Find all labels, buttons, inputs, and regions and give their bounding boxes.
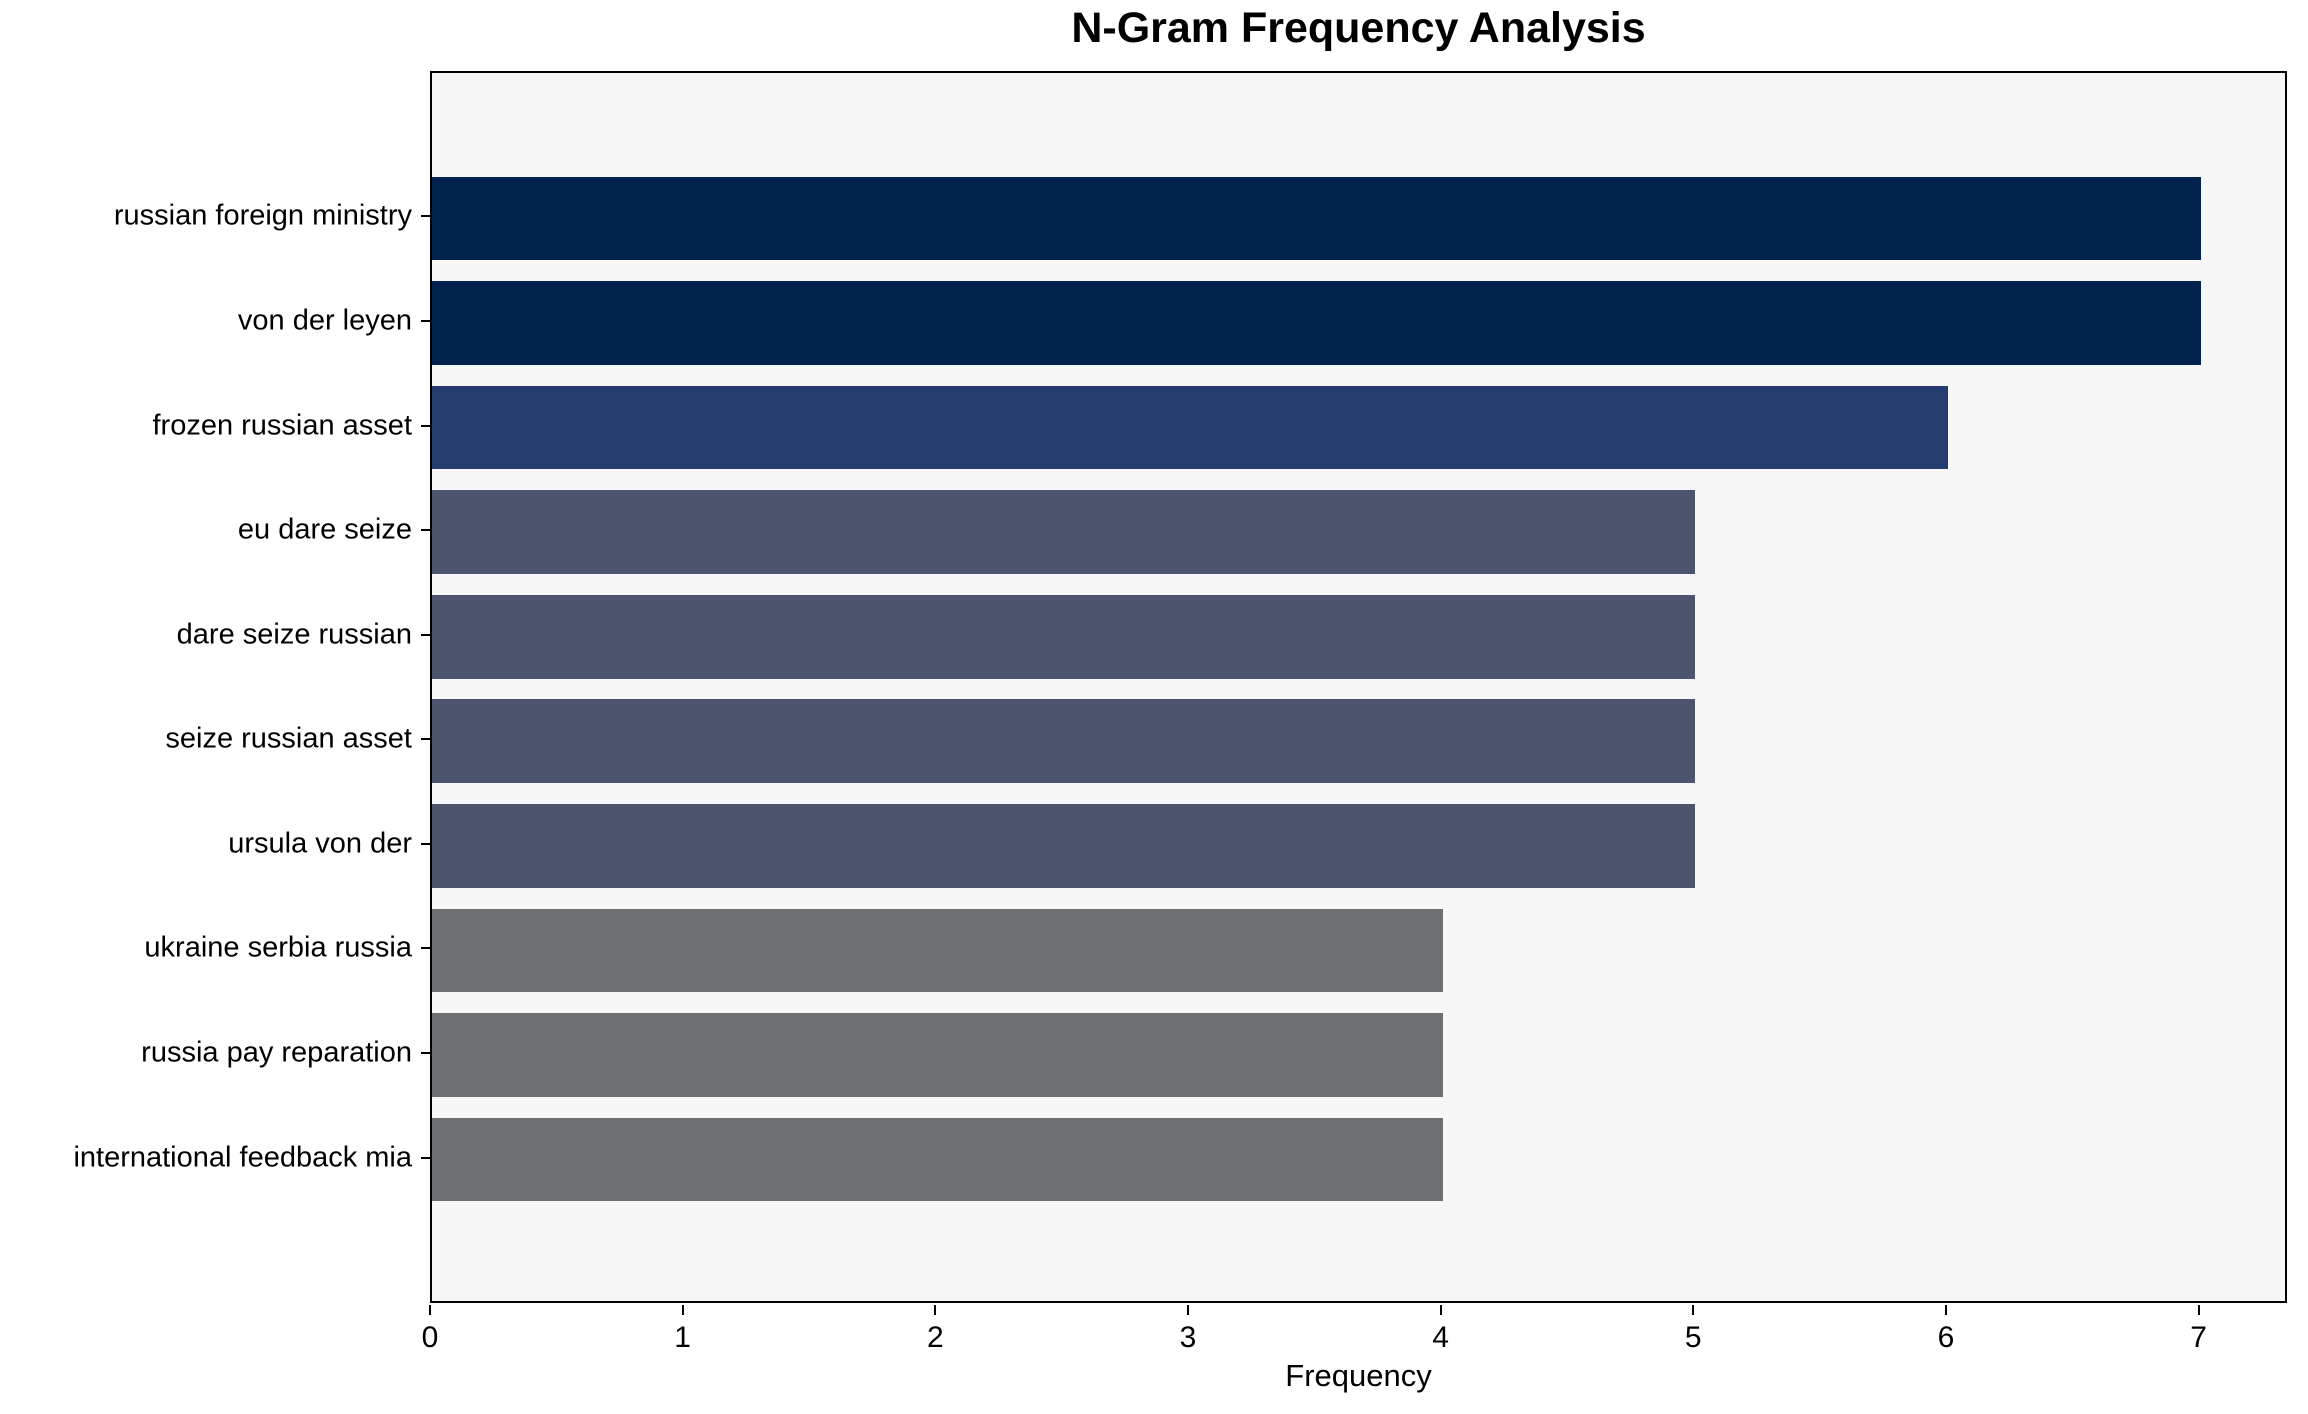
y-tick-mark bbox=[421, 529, 430, 532]
x-tick-label: 3 bbox=[1179, 1321, 1197, 1354]
bar bbox=[432, 804, 1696, 888]
x-tick-label: 4 bbox=[1432, 1321, 1449, 1354]
y-tick-label: seize russian asset bbox=[165, 722, 412, 755]
bar bbox=[432, 385, 1948, 470]
x-tick-label: 2 bbox=[926, 1321, 944, 1354]
y-tick-label: von der leyen bbox=[237, 304, 412, 337]
y-tick-mark bbox=[421, 215, 430, 218]
x-tick-label: 1 bbox=[674, 1321, 691, 1354]
y-tick-mark bbox=[421, 633, 430, 636]
x-tick-mark bbox=[1439, 1305, 1442, 1315]
y-tick-mark bbox=[421, 1052, 430, 1055]
y-tick-mark bbox=[421, 842, 430, 845]
y-tick-label: ursula von der bbox=[228, 827, 412, 860]
x-tick-mark bbox=[1186, 1305, 1189, 1315]
y-tick-label: russia pay reparation bbox=[141, 1036, 412, 1069]
y-tick-label: international feedback mia bbox=[73, 1141, 412, 1174]
bar bbox=[432, 594, 1696, 679]
y-tick-mark bbox=[421, 1156, 430, 1159]
y-tick-label: ukraine serbia russia bbox=[144, 931, 412, 964]
x-tick-label: 6 bbox=[1937, 1321, 1955, 1354]
y-tick-mark bbox=[421, 947, 430, 950]
y-tick-label: eu dare seize bbox=[237, 513, 412, 546]
y-tick-mark bbox=[421, 424, 430, 427]
y-tick-mark bbox=[421, 738, 430, 741]
x-tick-mark bbox=[681, 1305, 684, 1315]
x-tick-mark bbox=[2197, 1305, 2200, 1315]
x-tick-label: 5 bbox=[1684, 1321, 1702, 1354]
chart-title: N-Gram Frequency Analysis bbox=[1071, 4, 1646, 52]
x-axis-label: Frequency bbox=[1285, 1358, 1432, 1393]
bar bbox=[432, 176, 2201, 261]
bar bbox=[432, 1013, 1443, 1097]
y-tick-label: frozen russian asset bbox=[152, 409, 412, 442]
x-tick-label: 0 bbox=[421, 1321, 439, 1354]
bar bbox=[432, 281, 2201, 365]
y-tick-label: russian foreign ministry bbox=[113, 199, 412, 232]
x-tick-mark bbox=[1692, 1305, 1695, 1315]
x-tick-label: 7 bbox=[2190, 1321, 2207, 1354]
x-tick-mark bbox=[429, 1305, 431, 1315]
y-tick-label: dare seize russian bbox=[176, 618, 412, 651]
x-tick-mark bbox=[934, 1305, 937, 1315]
x-tick-mark bbox=[1944, 1305, 1947, 1315]
bar bbox=[432, 490, 1696, 574]
bar bbox=[432, 699, 1696, 784]
bar bbox=[432, 1117, 1443, 1202]
plot-area bbox=[430, 71, 2287, 1303]
bar bbox=[432, 908, 1443, 993]
y-tick-mark bbox=[421, 319, 430, 322]
